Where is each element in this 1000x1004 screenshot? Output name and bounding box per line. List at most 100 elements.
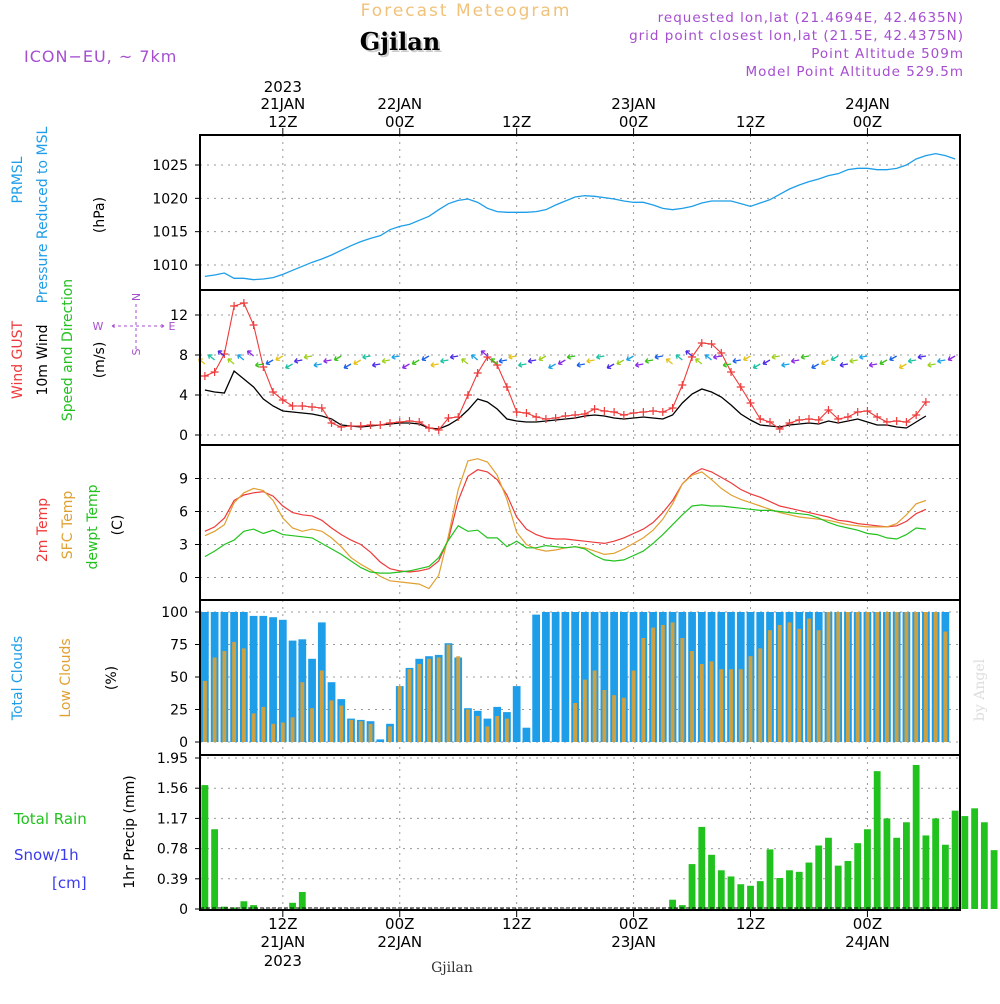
gust-marker bbox=[347, 422, 356, 430]
low-clouds-bar bbox=[612, 695, 617, 742]
precip-bar bbox=[873, 771, 881, 909]
gust-marker bbox=[639, 408, 648, 416]
total-clouds-bar bbox=[600, 612, 609, 742]
precip-bar bbox=[932, 818, 940, 909]
wind-axis-label: Wind GUST 10m Wind Speed and Direction (m/s… bbox=[10, 279, 108, 421]
wind-direction-arrow bbox=[293, 358, 303, 364]
compass-rose: N S W E bbox=[93, 293, 176, 356]
wind-direction-arrow bbox=[227, 358, 235, 365]
precip-bar bbox=[717, 870, 725, 909]
wind-direction-arrow bbox=[742, 355, 751, 362]
gust-marker bbox=[600, 407, 609, 415]
total-clouds-bar bbox=[376, 739, 385, 742]
precip-bar bbox=[766, 849, 774, 909]
wind-direction-arrow bbox=[907, 358, 917, 364]
low-clouds-bar bbox=[875, 612, 880, 742]
low-clouds-bar bbox=[816, 630, 821, 742]
y-tick-label: 1.95 bbox=[157, 751, 188, 767]
precip-bar bbox=[805, 862, 813, 909]
gust-marker bbox=[483, 353, 492, 361]
panel-frame bbox=[199, 754, 961, 911]
gust-marker bbox=[843, 413, 852, 421]
x-tick-label-top: 24JAN bbox=[845, 95, 890, 113]
precip-bar bbox=[922, 835, 930, 909]
low-clouds-bar bbox=[904, 612, 909, 742]
low-clouds-bar bbox=[436, 657, 441, 742]
pressure-axis-label: PRMSL Pressure Reduced to MSL (hPa) bbox=[10, 126, 108, 303]
gust-marker bbox=[493, 361, 502, 369]
low-clouds-bar bbox=[758, 648, 763, 742]
panel-frame bbox=[199, 134, 961, 291]
pressure-line bbox=[204, 153, 956, 281]
gust-marker bbox=[541, 415, 550, 423]
gust-marker bbox=[804, 415, 813, 423]
total-clouds-bar bbox=[201, 612, 209, 742]
gust-marker bbox=[502, 383, 511, 391]
y-tick-label: 0.39 bbox=[157, 872, 188, 888]
low-clouds-bar bbox=[504, 718, 509, 742]
gust-marker bbox=[785, 419, 794, 427]
gust-marker bbox=[561, 412, 570, 420]
x-tick-label-top: 23JAN bbox=[611, 95, 656, 113]
gust-marker bbox=[424, 424, 433, 432]
axis-label-unit: (hPa) bbox=[92, 197, 108, 233]
axis-label-low-clouds: Low Clouds bbox=[58, 638, 74, 717]
wind-direction-arrow bbox=[704, 354, 712, 361]
y-tick-label: 0 bbox=[179, 571, 188, 587]
gust-marker bbox=[580, 410, 589, 418]
low-clouds-bar bbox=[680, 638, 685, 742]
x-tick-label-bottom: 22JAN bbox=[377, 933, 422, 951]
x-tick-label-bottom: 00Z bbox=[619, 915, 648, 933]
low-clouds-bar bbox=[699, 664, 704, 742]
low-clouds-bar bbox=[310, 708, 314, 742]
panel-0: 1010 1015 1020 1025 bbox=[152, 135, 960, 290]
wind-direction-arrow bbox=[606, 363, 615, 370]
gust-marker bbox=[902, 418, 911, 426]
precip-bar bbox=[250, 905, 257, 909]
y-tick-label: 1010 bbox=[152, 258, 188, 274]
gust-marker bbox=[444, 414, 453, 422]
axis-label-wind: 10m Wind bbox=[35, 324, 51, 395]
precip-bar bbox=[708, 854, 715, 909]
wind-direction-arrow bbox=[898, 363, 907, 370]
temp-axis-label: 2m Temp SFC Temp dewpt Temp (C) bbox=[35, 484, 126, 569]
low-clouds-bar bbox=[417, 664, 422, 742]
precip-bar bbox=[786, 870, 793, 909]
gust-marker bbox=[746, 399, 755, 407]
low-clouds-bar bbox=[397, 686, 402, 742]
gust-marker bbox=[327, 419, 336, 427]
y-tick-label: 0 bbox=[179, 902, 188, 918]
gust-marker bbox=[873, 413, 882, 421]
wind-direction-arrow bbox=[207, 354, 216, 361]
gust-marker bbox=[317, 404, 326, 412]
low-clouds-bar bbox=[212, 657, 217, 742]
x-tick-label-top: 22JAN bbox=[377, 95, 422, 113]
gust-marker bbox=[210, 368, 219, 376]
low-clouds-bar bbox=[943, 631, 948, 742]
gust-marker bbox=[239, 299, 248, 307]
y-tick-label: 50 bbox=[170, 670, 188, 686]
precip-bar bbox=[825, 837, 832, 909]
wind-direction-arrow bbox=[490, 358, 498, 365]
gust-marker bbox=[376, 421, 385, 429]
total-clouds-bar bbox=[542, 612, 550, 742]
wind-direction-arrow bbox=[586, 358, 595, 364]
low-clouds-bar bbox=[777, 625, 782, 742]
low-clouds-bar bbox=[271, 723, 276, 742]
gust-marker bbox=[766, 418, 774, 426]
wind-direction-arrow bbox=[849, 358, 858, 364]
precip-bar bbox=[747, 885, 754, 909]
wind-direction-arrow bbox=[391, 354, 400, 360]
wind-direction-arrow bbox=[353, 359, 362, 366]
precip-bar bbox=[893, 837, 901, 909]
precip-bar bbox=[298, 891, 306, 909]
wind-direction-arrow bbox=[868, 362, 878, 368]
total-clouds-bar bbox=[551, 612, 560, 742]
gust-marker bbox=[814, 416, 823, 424]
wind-direction-arrow bbox=[449, 354, 459, 360]
wind-direction-arrow bbox=[654, 354, 663, 360]
page-title: Gjilan bbox=[360, 27, 440, 56]
precip-bar bbox=[903, 822, 910, 909]
y-tick-label: 0 bbox=[179, 735, 188, 751]
x-tick-label-top: 00Z bbox=[619, 113, 648, 131]
